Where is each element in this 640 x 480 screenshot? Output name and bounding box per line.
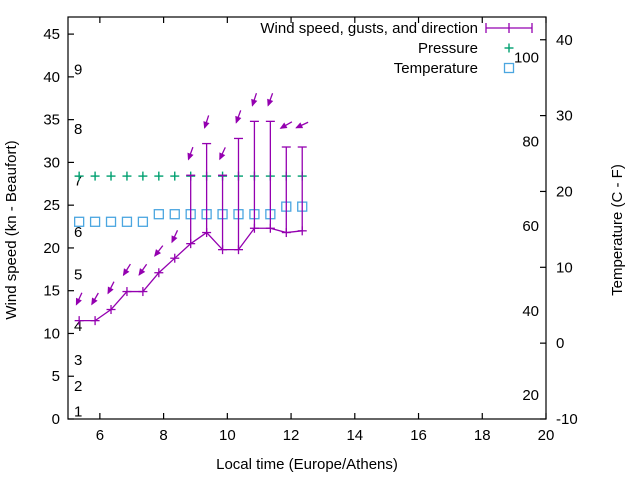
- y2-tick-label: 40: [556, 32, 573, 49]
- temperature-marker: [89, 216, 101, 227]
- x-tick-label: 10: [219, 427, 236, 444]
- y-tick-label: 15: [43, 283, 60, 300]
- y2-tick-label: -10: [556, 411, 578, 428]
- wind-direction-arrow: [91, 292, 99, 306]
- wind-direction-arrow: [122, 263, 131, 277]
- y-tick-label: 10: [43, 325, 60, 342]
- wind-speed-line: [74, 223, 307, 326]
- arrow-head: [235, 115, 242, 124]
- wind-direction-arrow: [75, 292, 83, 306]
- x-tick-label: 14: [346, 427, 363, 444]
- y2-tick-label: 20: [556, 183, 573, 200]
- fahrenheit-label: 20: [522, 387, 539, 404]
- arrow-head: [203, 121, 210, 129]
- x-axis-title: Local time (Europe/Athens): [216, 456, 398, 473]
- fahrenheit-label: 60: [522, 218, 539, 235]
- arrow-head: [267, 98, 274, 107]
- temperature-marker: [137, 216, 149, 227]
- legend: Wind speed, gusts, and direction Pressure…: [260, 20, 533, 77]
- plot-border: [67, 16, 547, 420]
- wind-direction-arrow: [219, 147, 226, 161]
- legend-label-wind: Wind speed, gusts, and direction: [260, 20, 478, 37]
- legend-swatch-temperature: [503, 62, 515, 74]
- temperature-marker: [74, 216, 85, 227]
- arrow-head: [251, 98, 258, 107]
- x-tick-label: 12: [283, 427, 300, 444]
- x-axis-ticks: 6 8 10 12 14 16 18 20: [96, 17, 555, 444]
- y2-axis-title: Temperature (C - F): [609, 164, 626, 296]
- y-axis-ticks: 0 5 10 15 20 25 30 35 40 45: [43, 26, 74, 428]
- arrow-head: [187, 152, 194, 161]
- arrow-head: [295, 122, 304, 129]
- arrow-head: [107, 286, 114, 295]
- y2-tick-label: 10: [556, 259, 573, 276]
- wind-direction-arrow: [171, 230, 179, 244]
- fahrenheit-label: 100: [514, 49, 539, 66]
- wind-direction-arrow: [295, 121, 309, 129]
- arrow-head: [154, 249, 162, 257]
- y2-tick-label: 30: [556, 108, 573, 125]
- temperature-marker: [121, 216, 133, 227]
- wind-direction-arrow: [154, 245, 164, 257]
- wind-direction-arrow: [267, 93, 274, 107]
- temperature-marker: [169, 209, 180, 220]
- y2-tick-label: 0: [556, 335, 564, 352]
- wind-direction-arrow: [203, 115, 210, 129]
- arrow-head: [122, 268, 130, 277]
- legend-label-temperature: Temperature: [394, 60, 478, 77]
- y-tick-label: 5: [52, 368, 60, 385]
- fahrenheit-label: 40: [522, 303, 539, 320]
- x-tick-label: 16: [410, 427, 427, 444]
- beaufort-label: 7: [74, 173, 82, 190]
- x-tick-label: 8: [159, 427, 167, 444]
- arrow-head: [279, 122, 288, 129]
- plot-frame: [67, 16, 547, 420]
- wind-direction-arrow: [235, 110, 242, 124]
- fahrenheit-scale-labels: 20 40 60 80 100: [514, 49, 539, 404]
- temperature-marker: [105, 216, 117, 227]
- arrow-head: [171, 235, 178, 244]
- wind-direction-arrow: [251, 92, 258, 107]
- gust-bars: [186, 120, 307, 250]
- beaufort-label: 6: [74, 224, 82, 241]
- beaufort-scale-labels: 1 2 3 4 5 6 7 8 9: [74, 61, 82, 420]
- wind-direction-arrow: [187, 146, 194, 161]
- beaufort-label: 8: [74, 121, 82, 138]
- y-tick-label: 40: [43, 69, 60, 86]
- wind-direction-arrows: [75, 92, 309, 306]
- y-tick-label: 45: [43, 26, 60, 43]
- wind-direction-arrow: [107, 281, 115, 295]
- temperature-marker: [153, 209, 164, 220]
- y-axis-title: Wind speed (kn - Beaufort): [3, 140, 20, 319]
- y-tick-label: 30: [43, 154, 60, 171]
- beaufort-label: 4: [74, 318, 82, 335]
- y-tick-label: 20: [43, 240, 60, 257]
- beaufort-label: 3: [74, 352, 82, 369]
- beaufort-label: 2: [74, 378, 82, 395]
- legend-label-pressure: Pressure: [418, 40, 478, 57]
- y-tick-label: 25: [43, 197, 60, 214]
- arrow-head: [219, 152, 226, 161]
- fahrenheit-label: 80: [522, 134, 539, 151]
- arrow-head: [75, 297, 82, 306]
- wind-direction-arrow: [138, 263, 148, 276]
- y-tick-label: 35: [43, 112, 60, 129]
- x-tick-label: 18: [474, 427, 491, 444]
- beaufort-label: 5: [74, 267, 82, 284]
- arrow-head: [138, 268, 146, 276]
- wind-direction-arrow: [279, 121, 293, 129]
- x-tick-label: 6: [96, 427, 104, 444]
- beaufort-label: 9: [74, 61, 82, 78]
- y-tick-label: 0: [52, 411, 60, 428]
- arrow-head: [91, 297, 98, 306]
- beaufort-label: 1: [74, 403, 82, 420]
- y2-axis-ticks: -10 0 10 20 30 40: [540, 32, 578, 428]
- x-tick-label: 20: [538, 427, 555, 444]
